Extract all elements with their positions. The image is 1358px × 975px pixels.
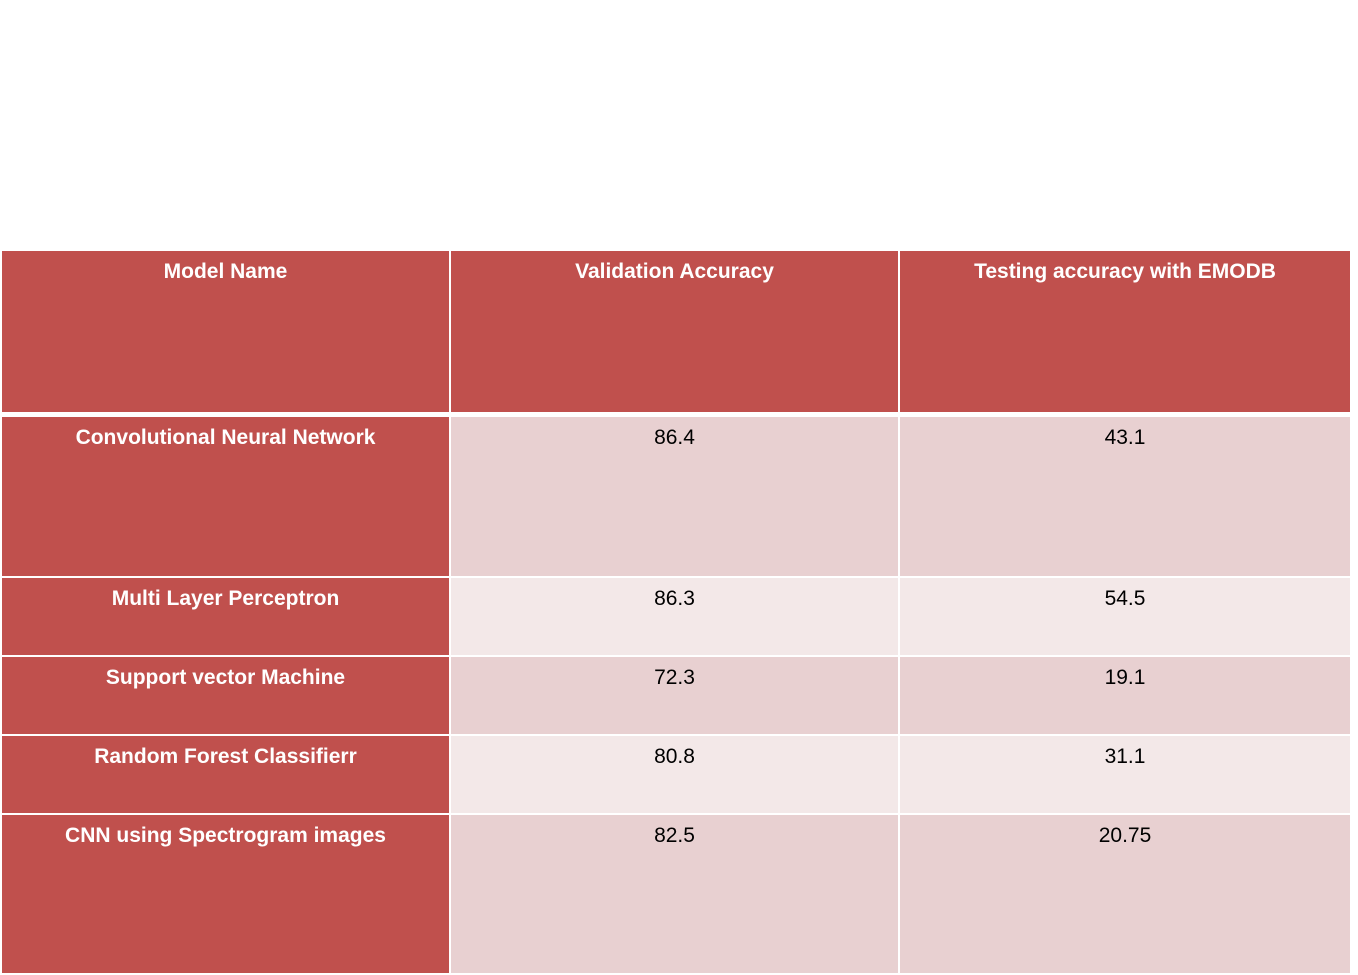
model-name-cell: Random Forest Classifierr bbox=[0, 734, 451, 815]
table-row: Support vector Machine 72.3 19.1 bbox=[0, 655, 1352, 736]
testing-accuracy-cell: 43.1 bbox=[898, 413, 1352, 578]
model-name-cell: Multi Layer Perceptron bbox=[0, 576, 451, 657]
table-row: CNN using Spectrogram images 82.5 20.75 bbox=[0, 813, 1352, 975]
results-table: Model Name Validation Accuracy Testing a… bbox=[0, 249, 1352, 975]
validation-accuracy-cell: 86.3 bbox=[449, 576, 900, 657]
validation-accuracy-cell: 80.8 bbox=[449, 734, 900, 815]
table-header: Model Name Validation Accuracy Testing a… bbox=[0, 249, 1352, 417]
table-row: Random Forest Classifierr 80.8 31.1 bbox=[0, 734, 1352, 815]
testing-accuracy-cell: 19.1 bbox=[898, 655, 1352, 736]
testing-accuracy-cell: 20.75 bbox=[898, 813, 1352, 975]
column-header-model-name: Model Name bbox=[0, 249, 451, 417]
header-row: Model Name Validation Accuracy Testing a… bbox=[0, 249, 1352, 417]
table-row: Convolutional Neural Network 86.4 43.1 bbox=[0, 413, 1352, 578]
table-row: Multi Layer Perceptron 86.3 54.5 bbox=[0, 576, 1352, 657]
validation-accuracy-cell: 72.3 bbox=[449, 655, 900, 736]
table-body: Convolutional Neural Network 86.4 43.1 M… bbox=[0, 413, 1352, 975]
testing-accuracy-cell: 54.5 bbox=[898, 576, 1352, 657]
column-header-validation-accuracy: Validation Accuracy bbox=[449, 249, 900, 417]
testing-accuracy-cell: 31.1 bbox=[898, 734, 1352, 815]
column-header-testing-accuracy: Testing accuracy with EMODB bbox=[898, 249, 1352, 417]
model-name-cell: CNN using Spectrogram images bbox=[0, 813, 451, 975]
model-name-cell: Support vector Machine bbox=[0, 655, 451, 736]
validation-accuracy-cell: 86.4 bbox=[449, 413, 900, 578]
model-name-cell: Convolutional Neural Network bbox=[0, 413, 451, 578]
validation-accuracy-cell: 82.5 bbox=[449, 813, 900, 975]
